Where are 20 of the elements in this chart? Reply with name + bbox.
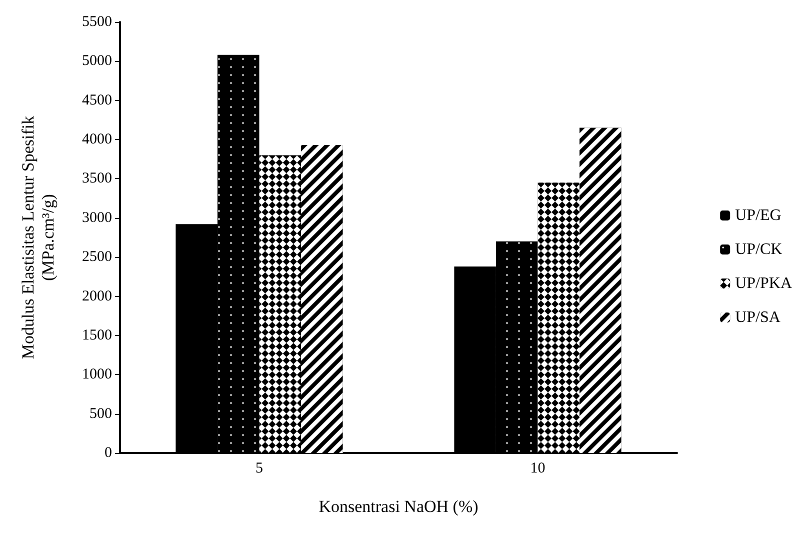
- x-tick-label: 5: [256, 460, 263, 476]
- y-tick-label: 4500: [82, 92, 112, 108]
- legend-label: UP/EG: [735, 207, 782, 224]
- y-tick-label: 2000: [82, 288, 112, 304]
- y-axis-title: Modulus Elastisitas Lentur Spesifik (MPa.cm³/g): [18, 115, 58, 360]
- x-tick-label: 10: [530, 460, 546, 476]
- y-tick-label: 5500: [82, 14, 112, 30]
- y-tick-label: 0: [104, 445, 112, 461]
- y-tick-label: 1500: [82, 327, 112, 344]
- y-tick-label: 5000: [82, 53, 112, 70]
- y-tick-label: 4000: [82, 132, 112, 148]
- y-tick-label: 2500: [82, 249, 112, 266]
- y-tick-label: 3500: [82, 170, 112, 187]
- legend-label: UP/SA: [735, 309, 781, 326]
- x-axis-title: Konsentrasi NaOH (%): [318, 497, 478, 516]
- y-tick-label: 1000: [82, 366, 112, 383]
- legend-label: UP/PKA: [735, 275, 792, 292]
- y-tick-label: 500: [90, 406, 112, 422]
- legend-label: UP/CK: [735, 241, 783, 258]
- y-tick-label: 3000: [82, 210, 112, 226]
